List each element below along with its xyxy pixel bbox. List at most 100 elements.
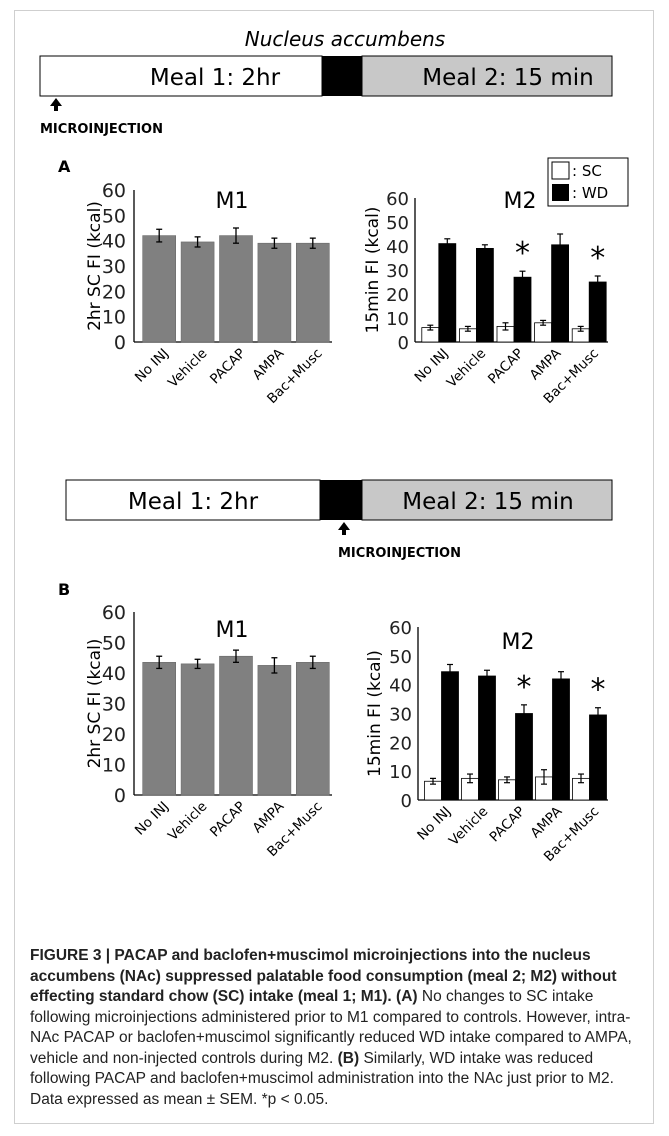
y-axis-label: 15min FI (kcal) <box>363 207 383 334</box>
injection-label: MICROINJECTION <box>338 546 461 561</box>
y-axis-label: 15min FI (kcal) <box>365 650 385 777</box>
injection-block <box>322 56 362 96</box>
caption-title: FIGURE 3 | PACAP and baclofen+muscimol m… <box>30 947 617 1005</box>
significance-star: * <box>517 670 532 705</box>
y-tick-label: 50 <box>386 213 409 234</box>
bar-wd <box>438 243 457 343</box>
x-tick-label: PACAP <box>207 346 249 388</box>
bar <box>142 662 176 796</box>
bar-wd <box>441 671 459 801</box>
legend-label-wd: : WD <box>572 184 608 202</box>
figure-caption: FIGURE 3 | PACAP and baclofen+muscimol m… <box>30 946 640 1110</box>
bar-wd <box>552 678 570 801</box>
bar <box>257 665 292 796</box>
y-tick-label: 40 <box>386 237 409 258</box>
caption-a-text: No changes to SC intake following microi… <box>30 988 632 1067</box>
meal2-label: Meal 2: 15 min <box>402 489 573 515</box>
up-arrow-icon <box>338 522 350 535</box>
legend-swatch-wd <box>552 184 569 201</box>
bar <box>142 235 176 343</box>
y-axis-label: 2hr SC FI (kcal) <box>85 639 105 769</box>
significance-star: * <box>515 236 530 271</box>
bar-wd <box>513 276 532 343</box>
y-tick-label: 0 <box>398 333 409 354</box>
y-tick-label: 10 <box>389 762 412 783</box>
bar-wd <box>515 713 533 801</box>
figure-canvas: Nucleus accumbens Meal 1: 2hr Meal 2: 15… <box>39 27 629 865</box>
bar <box>257 242 292 343</box>
figure-frame <box>14 10 654 1124</box>
caption-b-text: Similarly, WD intake was reduced followi… <box>30 1049 614 1108</box>
bar-wd <box>475 247 494 343</box>
y-tick-label: 20 <box>102 724 126 746</box>
legend: : SC : WD <box>547 157 629 207</box>
y-tick-label: 50 <box>102 205 126 227</box>
panel-label-b: B <box>58 580 70 599</box>
y-tick-label: 40 <box>389 676 412 697</box>
bar-wd <box>551 244 569 343</box>
y-tick-label: 20 <box>386 285 409 306</box>
y-tick-label: 0 <box>114 785 126 807</box>
bar <box>180 241 215 343</box>
x-tick-label: Vehicle <box>165 346 210 391</box>
y-tick-label: 30 <box>389 705 412 726</box>
chart-title: M1 <box>216 189 249 214</box>
bar-wd <box>588 281 607 343</box>
x-tick-label: PACAP <box>487 804 529 846</box>
x-tick-label: Vehicle <box>444 346 489 391</box>
y-tick-label: 30 <box>386 261 409 282</box>
significance-star: * <box>590 241 605 276</box>
y-tick-label: 50 <box>102 633 126 655</box>
y-tick-label: 10 <box>102 755 126 777</box>
caption-a-label: (A) <box>396 988 418 1005</box>
y-tick-label: 30 <box>102 256 126 278</box>
y-tick-label: 60 <box>102 180 126 202</box>
timeline-a: Meal 1: 2hr Meal 2: 15 min MICROINJECTIO… <box>39 55 613 137</box>
bar <box>219 655 253 796</box>
meal2-label: Meal 2: 15 min <box>422 65 593 91</box>
y-tick-label: 40 <box>102 663 126 685</box>
bar <box>180 663 215 796</box>
x-tick-label: Vehicle <box>165 799 210 844</box>
y-axis-label: 2hr SC FI (kcal) <box>85 201 105 331</box>
panel-label-a: A <box>58 157 71 176</box>
chart-title: M1 <box>216 618 249 643</box>
y-tick-label: 10 <box>102 307 126 329</box>
chart-title: M2 <box>504 189 537 214</box>
legend-label-sc: : SC <box>572 162 602 180</box>
up-arrow-icon <box>50 98 62 111</box>
chart-title: M2 <box>502 630 535 655</box>
y-tick-label: 60 <box>102 602 126 624</box>
bar <box>295 242 330 343</box>
x-tick-label: PACAP <box>485 346 527 388</box>
region-header: Nucleus accumbens <box>245 27 445 51</box>
injection-label: MICROINJECTION <box>40 122 163 137</box>
bar-wd <box>478 675 496 801</box>
y-tick-label: 50 <box>389 647 412 668</box>
timeline-b: Meal 1: 2hr Meal 2: 15 min MICROINJECTIO… <box>65 479 613 561</box>
y-tick-label: 0 <box>114 332 126 354</box>
injection-block <box>320 480 362 520</box>
caption-b-label: (B) <box>337 1049 360 1067</box>
y-tick-label: 10 <box>386 309 409 330</box>
meal1-label: Meal 1: 2hr <box>128 489 259 515</box>
bar-wd <box>589 714 607 801</box>
y-tick-label: 30 <box>102 694 126 716</box>
bar <box>295 662 330 796</box>
significance-star: * <box>591 673 606 708</box>
y-tick-label: 20 <box>389 733 412 754</box>
y-tick-label: 60 <box>386 189 409 210</box>
meal2-box <box>361 479 613 521</box>
x-tick-label: PACAP <box>207 799 249 841</box>
meal2-box <box>361 55 613 97</box>
meal1-label: Meal 1: 2hr <box>150 65 281 91</box>
legend-swatch-sc <box>551 161 570 180</box>
y-tick-label: 40 <box>102 231 126 253</box>
x-tick-label: Vehicle <box>446 804 491 849</box>
bar <box>219 235 253 343</box>
y-tick-label: 60 <box>389 618 412 639</box>
y-tick-label: 0 <box>401 791 412 812</box>
